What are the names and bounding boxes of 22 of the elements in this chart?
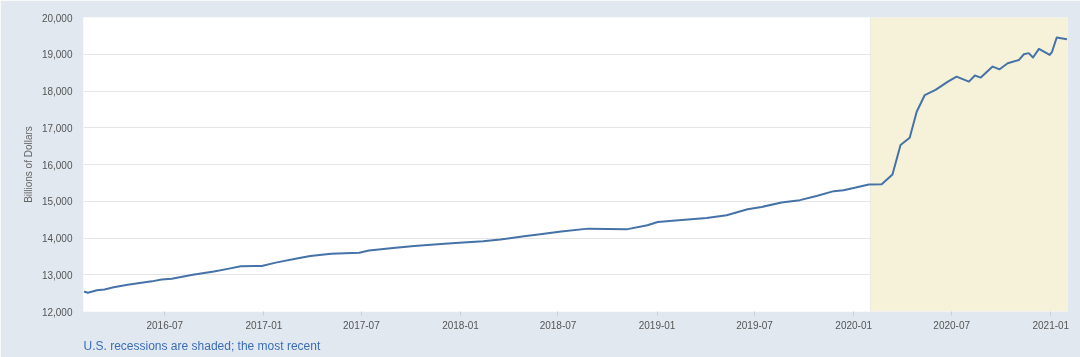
y-tick-label: 19,000	[41, 49, 73, 61]
x-tick-label: 2018-07	[539, 319, 577, 331]
x-tick-label: 2017-07	[343, 319, 381, 331]
y-axis-title: Billions of Dollars	[22, 126, 34, 203]
y-tick-label: 12,000	[41, 306, 73, 318]
text: U.S. recessions are shaded; the most recent	[83, 338, 321, 353]
y-tick-label: 15,000	[41, 196, 73, 208]
x-tick-label: 2020-07	[933, 319, 971, 331]
x-tick-label: 2021-01	[1032, 319, 1070, 331]
x-tick-label: 2017-01	[245, 319, 283, 331]
y-tick-label: 20,000	[41, 12, 73, 24]
x-tick-label: 2019-07	[736, 319, 774, 331]
y-tick-label: 18,000	[41, 86, 73, 97]
x-tick-label: 2020-01	[835, 319, 873, 331]
y-tick-label: 14,000	[41, 233, 73, 244]
x-tick-label: 2018-01	[442, 319, 480, 331]
y-tick-label: 17,000	[41, 122, 73, 134]
y-tick-label: 16,000	[41, 159, 73, 171]
line-series	[83, 36, 1068, 294]
x-tick-label: 2019-01	[638, 319, 676, 331]
y-tick-label: 13,000	[41, 269, 73, 281]
x-tick-label: 2016-07	[146, 319, 184, 331]
